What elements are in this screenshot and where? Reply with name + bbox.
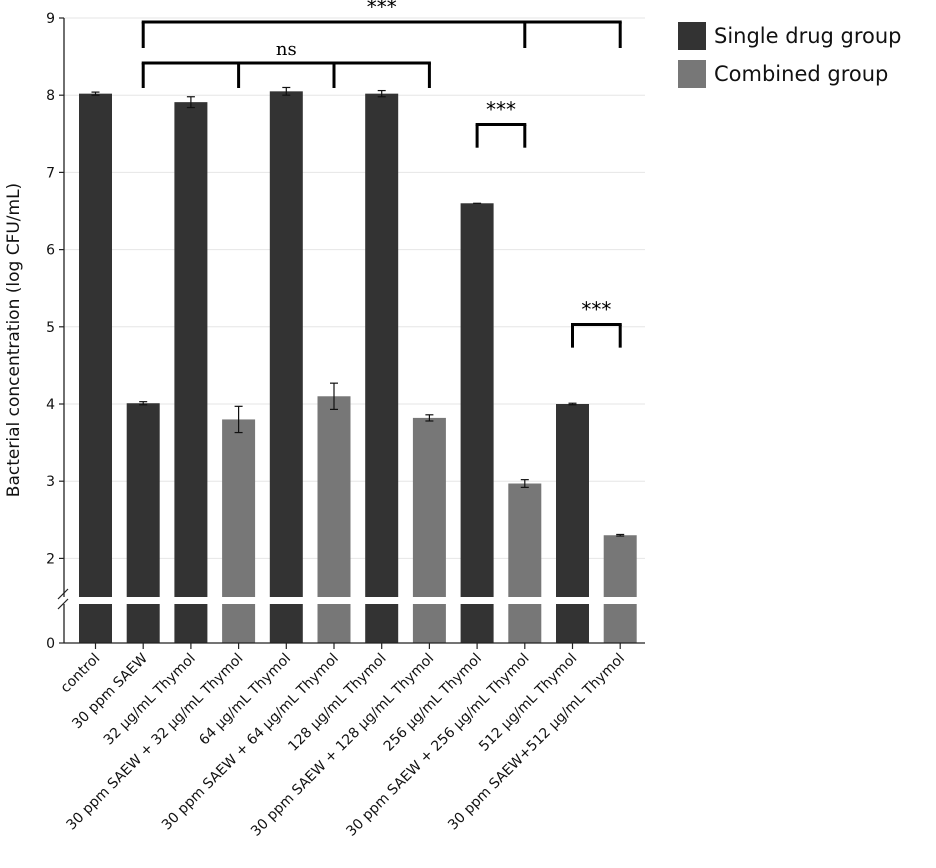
bar-upper (174, 102, 208, 597)
axis-break-mark (57, 598, 69, 610)
x-tick-label: 64 μg/mL Thymol (196, 651, 294, 749)
bar-lower (556, 604, 589, 643)
bar-upper (269, 91, 303, 597)
x-tick-label: control (58, 651, 104, 697)
bar-lower (269, 604, 303, 643)
significance-label: ns (276, 39, 297, 60)
y-tick-label: 6 (46, 243, 55, 259)
bar-lower (365, 604, 399, 643)
bar-upper (126, 403, 160, 597)
legend-item-single: Single drug group (678, 22, 902, 50)
legend-item-combined: Combined group (678, 60, 888, 88)
y-tick-label: 2 (46, 551, 55, 567)
bar-upper (603, 535, 637, 597)
significance-label: *** (581, 297, 611, 321)
bar-lower (126, 604, 160, 643)
y-tick-label: 7 (46, 165, 55, 181)
y-tick-label: 9 (46, 11, 55, 27)
legend-swatch-combined (678, 60, 706, 88)
y-tick-label: 4 (46, 397, 55, 413)
bar-upper (79, 93, 112, 597)
legend-label-combined: Combined group (714, 62, 889, 86)
x-tick-label: 30 ppm SAEW+512 μg/mL Thymol (445, 651, 628, 834)
bar-lower (317, 604, 351, 643)
y-tick-label: 0 (46, 636, 55, 652)
y-axis-label: Bacterial concentration (log CFU/mL) (4, 182, 24, 498)
legend-label-single: Single drug group (714, 24, 902, 48)
bar-upper (222, 419, 256, 597)
y-tick-label: 5 (46, 320, 55, 336)
y-tick-label: 3 (46, 474, 55, 490)
bar-lower (508, 604, 542, 643)
bar-upper (317, 396, 351, 597)
significance-label: *** (367, 0, 397, 19)
axis-break-mark (57, 588, 69, 600)
bar-lower (174, 604, 208, 643)
bar-upper (412, 417, 446, 597)
bar-lower (460, 604, 494, 643)
x-tick-label: 30 ppm SAEW + 32 μg/mL Thymol (64, 651, 247, 834)
x-tick-label: 32 μg/mL Thymol (101, 651, 199, 749)
bar-upper (460, 203, 494, 597)
bar-upper (365, 93, 399, 597)
bar-lower (412, 604, 446, 643)
bar-lower (222, 604, 256, 643)
bar-lower (603, 604, 637, 643)
x-tick-label: 30 ppm SAEW + 64 μg/mL Thymol (159, 651, 342, 834)
significance-label: *** (486, 98, 516, 122)
bar-upper (508, 483, 542, 597)
bar-lower (79, 604, 112, 643)
legend-swatch-single (678, 22, 706, 50)
bar-upper (556, 404, 589, 597)
y-tick-label: 8 (46, 88, 55, 104)
